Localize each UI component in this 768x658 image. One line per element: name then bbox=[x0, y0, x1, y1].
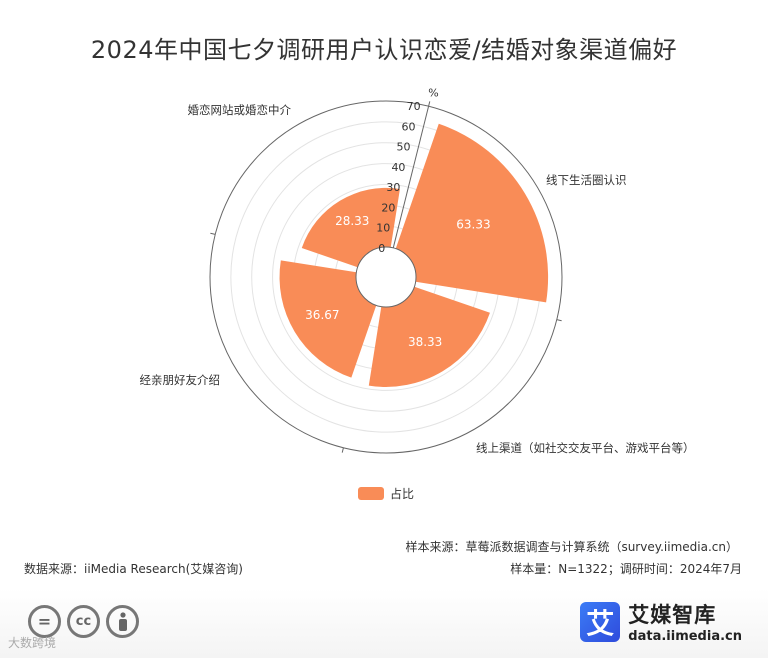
category-label: 线下生活圈认识 bbox=[546, 173, 627, 187]
legend-swatch bbox=[358, 487, 384, 500]
category-tick bbox=[341, 447, 344, 453]
radial-tick-label: 20 bbox=[381, 201, 395, 214]
bar bbox=[279, 260, 377, 378]
sample-source: 样本来源：草莓派数据调查与计算系统（survey.iimedia.cn） bbox=[405, 540, 738, 554]
category-tick bbox=[428, 101, 431, 107]
brand[interactable]: 艾 艾媒智库 data.iimedia.cn bbox=[580, 599, 742, 644]
equals-icon: = bbox=[28, 605, 61, 638]
category-tick bbox=[556, 319, 562, 322]
category-label: 线上渠道（如社交交友平台、游戏平台等） bbox=[476, 441, 695, 455]
radial-unit-label: % bbox=[428, 86, 438, 99]
watermark: 大数跨境 bbox=[8, 636, 57, 650]
cc-icon: cc bbox=[67, 605, 100, 638]
cc-license[interactable]: = cc bbox=[28, 605, 139, 638]
outer-ring bbox=[209, 100, 563, 454]
data-label: 28.33 bbox=[335, 214, 369, 228]
radial-tick-label: 70 bbox=[407, 100, 421, 113]
legend[interactable]: 占比 bbox=[358, 485, 414, 502]
radial-tick-label: 10 bbox=[376, 222, 390, 235]
bar bbox=[395, 123, 549, 303]
data-label: 63.33 bbox=[456, 217, 490, 231]
radial-tick-label: 40 bbox=[391, 161, 405, 174]
radial-axis bbox=[392, 106, 430, 249]
category-label: 经亲朋好友介绍 bbox=[140, 373, 221, 387]
brand-url: data.iimedia.cn bbox=[628, 629, 742, 644]
chart-title: 2024年中国七夕调研用户认识恋爱/结婚对象渠道偏好 bbox=[90, 36, 678, 64]
legend-label: 占比 bbox=[390, 487, 415, 501]
bar bbox=[368, 286, 490, 387]
category-label: 婚恋网站或婚恋中介 bbox=[188, 103, 292, 117]
bar bbox=[301, 187, 400, 268]
sample-info: 样本量：N=1322；调研时间：2024年7月 bbox=[510, 562, 742, 576]
category-tick bbox=[210, 232, 216, 235]
radial-tick-label: 60 bbox=[402, 120, 416, 133]
person-icon bbox=[106, 605, 139, 638]
radial-tick-label: 50 bbox=[396, 141, 410, 154]
radial-tick-label: 30 bbox=[386, 181, 400, 194]
data-label: 36.67 bbox=[305, 308, 339, 322]
brand-name: 艾媒智库 bbox=[628, 603, 717, 627]
center-hole bbox=[355, 246, 417, 308]
data-source: 数据来源：iiMedia Research(艾媒咨询) bbox=[24, 562, 243, 576]
data-label: 38.33 bbox=[408, 335, 442, 349]
footer: = cc 大数跨境 艾 艾媒智库 data.iimedia.cn bbox=[0, 588, 768, 658]
radial-tick-label: 0 bbox=[378, 242, 385, 255]
brand-logo: 艾 bbox=[580, 601, 621, 642]
